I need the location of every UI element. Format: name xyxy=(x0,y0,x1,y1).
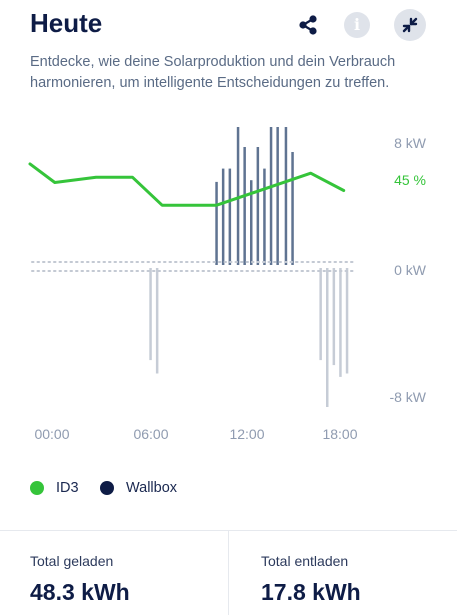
discharge-bar xyxy=(155,268,159,374)
legend-item-id3[interactable]: ID3 xyxy=(30,478,79,498)
wallbox-bar xyxy=(221,168,225,265)
x-tick-label: 12:00 xyxy=(229,426,264,442)
id3-series-line xyxy=(28,162,346,207)
divider xyxy=(0,530,457,531)
wallbox-bar xyxy=(284,127,288,265)
wallbox-bar xyxy=(263,168,266,265)
discharge-bar xyxy=(332,268,336,366)
collapse-arrows-icon xyxy=(402,17,418,33)
x-tick-label: 18:00 xyxy=(322,426,357,442)
wallbox-bar xyxy=(291,152,294,265)
total-discharged-label: Total entladen xyxy=(261,553,349,569)
discharge-bar xyxy=(149,268,152,361)
total-charged-value: 48.3 kWh xyxy=(30,579,130,605)
wallbox-bar xyxy=(276,127,279,265)
legend-label: Wallbox xyxy=(126,480,178,496)
x-tick-label: 00:00 xyxy=(34,426,69,442)
wallbox-bar xyxy=(215,181,218,265)
wallbox-bar xyxy=(236,127,240,265)
divider xyxy=(228,531,229,615)
y-tick-label: -8 kW xyxy=(389,389,426,405)
share-icon xyxy=(299,15,317,35)
page-title: Heute xyxy=(30,8,103,38)
wallbox-bar xyxy=(256,147,260,265)
header: Heute i xyxy=(30,0,430,50)
share-button[interactable] xyxy=(294,11,322,39)
wallbox-bar xyxy=(243,147,246,265)
wallbox-bar xyxy=(228,168,232,265)
collapse-button[interactable] xyxy=(394,9,426,41)
info-icon: i xyxy=(353,15,361,34)
x-tick-label: 06:00 xyxy=(133,426,168,442)
legend-label: ID3 xyxy=(56,480,79,496)
info-button[interactable]: i xyxy=(344,12,370,38)
discharge-bar xyxy=(319,268,322,361)
description: Entdecke, wie deine Solarproduktion und … xyxy=(30,54,396,91)
legend-item-wallbox[interactable]: Wallbox xyxy=(100,478,177,498)
y-tick-label: 0 kW xyxy=(394,262,427,278)
id3-end-label: 45 % xyxy=(394,172,426,188)
wallbox-bar xyxy=(250,180,253,265)
discharge-bar xyxy=(326,268,329,407)
discharge-bar xyxy=(345,268,349,374)
y-tick-label: 8 kW xyxy=(394,135,427,151)
energy-chart: 45 % 8 kW 0 kW -8 kW 00:00 06:00 12:00 1… xyxy=(28,127,427,442)
wallbox-bar xyxy=(269,127,273,265)
discharge-bar xyxy=(339,268,342,377)
total-charged-label: Total geladen xyxy=(30,553,114,569)
total-discharged-value: 17.8 kWh xyxy=(261,579,361,605)
legend-dot xyxy=(100,481,114,495)
legend-dot xyxy=(30,481,44,495)
